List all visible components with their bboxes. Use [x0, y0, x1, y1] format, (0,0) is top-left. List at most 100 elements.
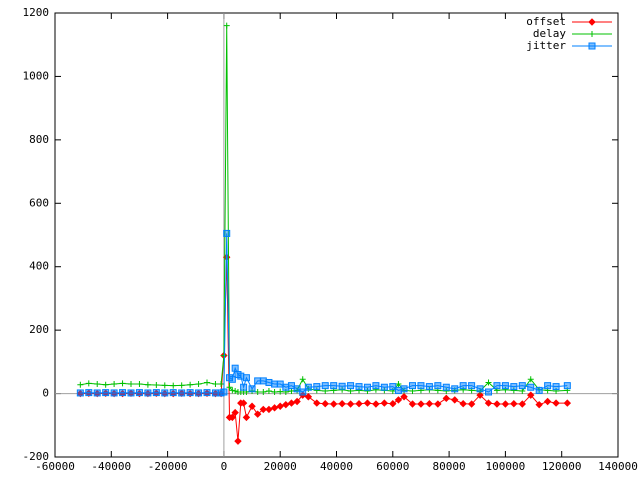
data-point: [254, 377, 262, 385]
data-point: [372, 382, 380, 390]
data-point: [425, 383, 433, 391]
data-point: [254, 388, 261, 395]
data-point: [372, 400, 380, 408]
data-point: [394, 386, 402, 394]
data-point: [77, 381, 84, 388]
x-tick-label: 60000: [376, 460, 409, 473]
data-point: [467, 400, 476, 408]
data-point: [271, 380, 279, 388]
data-point: [299, 388, 307, 396]
data-point: [395, 381, 402, 388]
data-point: [178, 382, 185, 389]
data-point: [293, 397, 301, 406]
data-point: [178, 389, 186, 397]
y-tick-label: 1000: [23, 69, 50, 82]
data-point: [409, 382, 417, 390]
data-point: [394, 396, 403, 404]
data-point: [518, 400, 526, 408]
data-point: [259, 377, 267, 385]
data-point: [484, 399, 493, 407]
data-point: [218, 381, 225, 388]
data-point: [434, 400, 442, 408]
data-point: [237, 372, 245, 380]
data-point: [144, 389, 152, 397]
data-point: [485, 379, 492, 386]
data-point: [85, 389, 93, 397]
data-point: [204, 379, 211, 386]
data-point: [552, 399, 560, 407]
data-point: [240, 383, 248, 391]
data-point: [389, 400, 397, 408]
data-point: [563, 399, 572, 407]
data-point: [535, 400, 543, 409]
data-point: [313, 383, 321, 391]
data-point: [510, 400, 518, 408]
data-point: [228, 413, 237, 422]
y-tick-label: 800: [29, 133, 49, 146]
data-point: [408, 400, 417, 408]
data-point: [270, 404, 279, 412]
data-point: [380, 399, 389, 407]
data-point: [220, 388, 228, 396]
data-point: [277, 388, 284, 395]
data-point: [417, 400, 425, 408]
data-point: [242, 374, 250, 382]
data-point: [330, 382, 338, 390]
data-point: [260, 388, 267, 395]
x-tick-label: -40000: [91, 460, 131, 473]
data-point: [242, 413, 251, 422]
data-point: [223, 22, 230, 29]
y-tick-label: 1200: [23, 6, 50, 19]
data-point: [135, 389, 143, 397]
x-tick-label: 20000: [264, 460, 297, 473]
data-point: [363, 399, 372, 407]
data-point: [195, 381, 202, 388]
data-point: [226, 384, 233, 391]
data-point: [304, 393, 313, 401]
x-tick-label: -20000: [148, 460, 188, 473]
data-point: [476, 391, 484, 399]
y-tick-label: 600: [29, 196, 49, 209]
data-point: [321, 400, 329, 408]
data-point: [136, 381, 143, 388]
data-point: [128, 381, 135, 388]
data-point: [253, 410, 262, 418]
data-point: [389, 383, 397, 391]
data-point: [459, 400, 467, 408]
data-point: [239, 399, 248, 407]
y-tick-label: -200: [23, 450, 50, 463]
data-point: [76, 389, 84, 397]
data-point: [169, 389, 177, 397]
data-point: [400, 385, 408, 393]
data-point: [518, 382, 526, 390]
y-tick-label: 0: [42, 387, 49, 400]
data-point: [363, 383, 371, 391]
data-point: [234, 437, 242, 445]
data-point: [152, 389, 160, 397]
data-point: [527, 391, 535, 399]
data-point: [287, 399, 296, 407]
data-point: [144, 381, 151, 388]
legend-marker: [588, 18, 596, 26]
data-point: [220, 352, 227, 359]
data-point: [425, 400, 434, 408]
x-tick-label: 140000: [598, 460, 638, 473]
data-point: [85, 380, 92, 387]
data-point: [501, 382, 509, 390]
legend-label: delay: [533, 27, 566, 40]
data-point: [468, 382, 476, 390]
data-point: [501, 400, 510, 408]
data-point: [355, 383, 363, 391]
x-tick-label: 40000: [320, 460, 353, 473]
data-point: [313, 399, 321, 407]
data-point: [338, 382, 346, 390]
data-point: [276, 402, 284, 410]
data-point: [127, 389, 135, 397]
series-line: [80, 25, 568, 393]
data-point: [476, 385, 484, 393]
data-point: [282, 400, 290, 409]
data-point: [346, 400, 355, 408]
data-point: [434, 382, 442, 390]
data-point: [93, 389, 101, 397]
